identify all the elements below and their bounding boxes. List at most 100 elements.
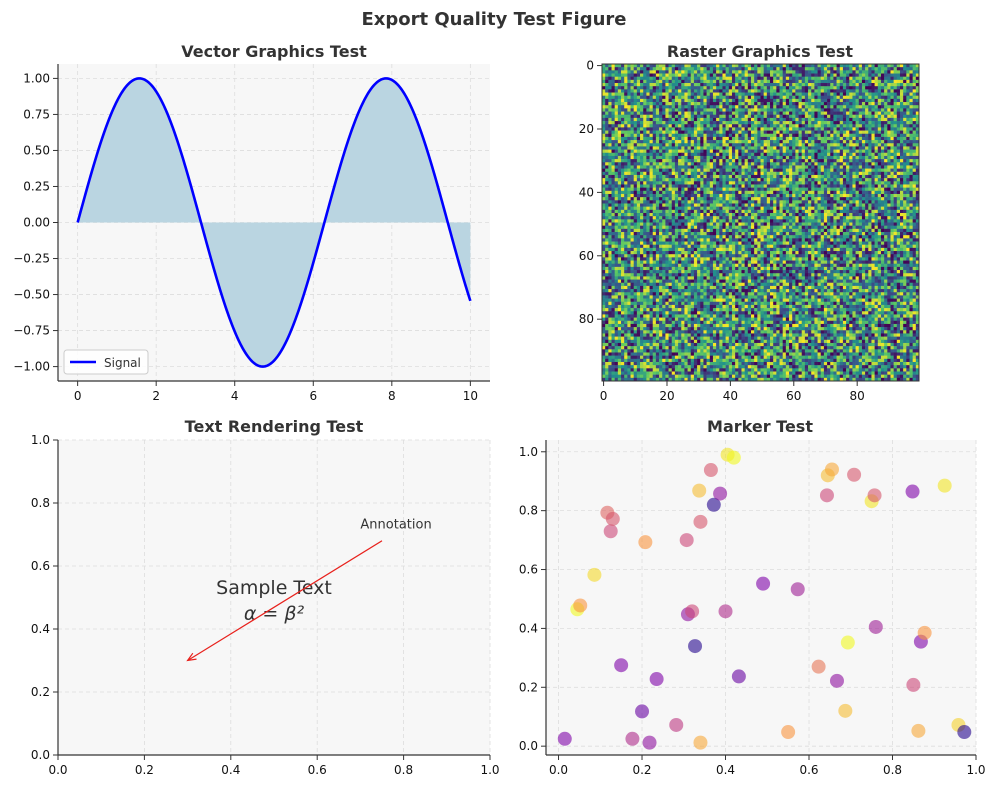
raster-cell [874,95,879,100]
raster-cell [795,165,799,169]
raster-cell [915,184,920,188]
raster-cell [652,193,657,198]
raster-cell [801,197,806,201]
raster-cell [706,146,711,150]
raster-cell [731,92,736,96]
raster-cell [655,130,660,135]
raster-cell [833,76,837,81]
raster-cell [681,149,685,154]
raster-cell [842,111,847,116]
raster-cell [877,209,882,214]
raster-cell [776,197,780,201]
raster-cell [871,155,875,160]
raster-cell [605,136,609,141]
raster-cell [687,143,692,147]
raster-cell [750,216,755,220]
raster-cell [665,200,669,204]
raster-cell [833,67,837,71]
raster-cell [602,105,606,109]
raster-cell [849,86,853,90]
raster-cell [760,117,764,122]
raster-cell [674,95,679,100]
raster-cell [741,178,745,182]
raster-cell [681,216,685,220]
raster-cell [731,155,736,160]
raster-cell [842,171,847,176]
raster-cell [789,64,793,68]
raster-cell [808,152,812,157]
raster-cell [877,178,882,182]
raster-cell [735,133,739,138]
raster-cell [760,130,764,135]
raster-cell [852,79,856,84]
raster-cell [827,92,831,96]
raster-cell [678,83,682,87]
raster-cell [668,70,673,74]
raster-cell [855,149,860,154]
raster-cell [624,130,628,135]
raster-cell [665,124,669,128]
raster-cell [846,67,850,71]
raster-cell [709,216,714,220]
raster-cell [655,108,660,112]
raster-cell [785,152,790,157]
raster-cell [903,168,907,173]
raster-cell [801,209,806,214]
raster-cell [795,184,799,188]
raster-cell [747,98,752,103]
raster-cell [782,212,787,217]
raster-cell [655,216,660,220]
raster-cell [887,79,891,84]
raster-cell [887,206,891,211]
raster-cell [608,67,612,71]
raster-cell [887,70,891,74]
raster-cell [684,92,688,96]
raster-cell [741,171,745,176]
raster-cell [665,83,669,87]
raster-cell [766,92,771,96]
raster-cell [633,165,638,169]
raster-cell [763,70,768,74]
raster-cell [830,187,834,192]
raster-cell [833,216,837,220]
raster-cell [621,181,625,185]
raster-cell [852,174,856,179]
raster-cell [915,209,920,214]
raster-cell [874,203,879,207]
raster-cell [833,121,837,125]
raster-cell [722,155,726,160]
raster-cell [906,102,910,106]
raster-cell [893,70,898,74]
raster-cell [782,102,787,106]
raster-cell [817,76,822,81]
raster-cell [665,64,669,68]
raster-cell [808,79,812,84]
raster-cell [766,193,771,198]
raster-cell [697,95,701,100]
raster-cell [880,193,885,198]
raster-cell [833,133,837,138]
raster-cell [655,136,660,141]
raster-cell [852,184,856,188]
raster-cell [842,174,847,179]
raster-cell [640,133,644,138]
raster-cell [741,127,745,131]
raster-cell [716,200,720,204]
raster-cell [868,193,872,198]
raster-cell [630,206,634,211]
raster-cell [776,209,780,214]
raster-cell [735,76,739,81]
raster-cell [659,64,663,68]
raster-cell [770,143,774,147]
raster-cell [652,165,657,169]
raster-cell [668,130,673,135]
raster-cell [754,171,758,176]
raster-cell [884,64,888,68]
raster-cell [716,219,720,223]
raster-cell [706,79,711,84]
raster-cell [722,152,726,157]
raster-cell [811,200,815,204]
raster-cell [887,178,891,182]
raster-cell [871,187,875,192]
raster-cell [839,162,844,166]
